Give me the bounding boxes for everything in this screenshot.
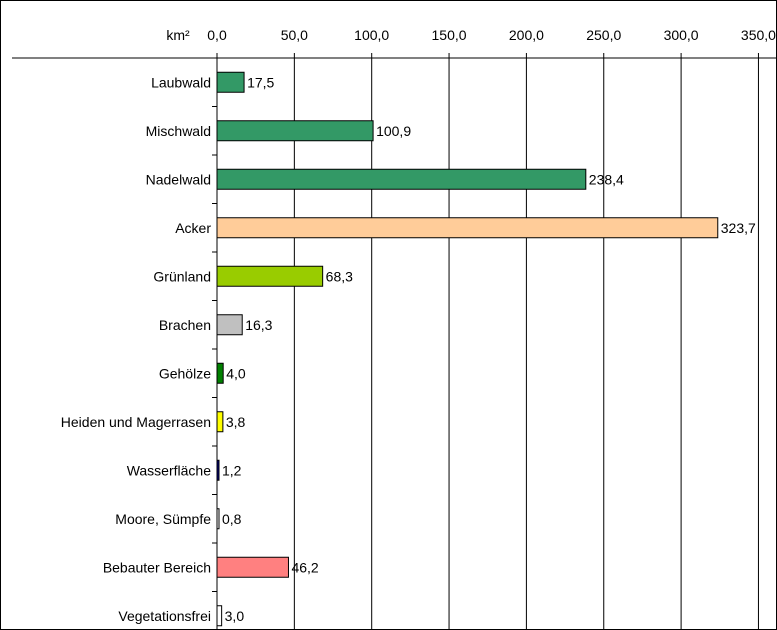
bar [216, 265, 324, 287]
category-labels: Laubwald Mischwald Nadelwald Acker Grünland B… [61, 74, 212, 624]
bar [216, 120, 374, 142]
bar [216, 556, 289, 578]
x-tick-label: 150,0 [432, 27, 467, 43]
x-tick-label: 0,0 [207, 27, 227, 43]
category-label: Acker [175, 220, 211, 236]
value-label: 16,3 [245, 317, 272, 333]
value-label: 238,4 [589, 171, 624, 187]
category-label: Brachen [159, 317, 211, 333]
value-labels: 17,5 100,9 238,4 323,7 68,3 16,3 4,0 3,8 1,2 0,8 4… [222, 74, 756, 624]
x-tick-labels: 0,0 50,0 100,0 150,0 200,0 250,0 300,0 350,0 [207, 27, 776, 43]
x-tick-label: 100,0 [354, 27, 389, 43]
category-label: Moore, Sümpfe [115, 511, 211, 527]
x-tick-label: 300,0 [664, 27, 699, 43]
value-label: 100,9 [376, 123, 411, 139]
bar [216, 168, 587, 190]
value-label: 68,3 [326, 268, 353, 284]
bar [216, 71, 245, 93]
category-label: Vegetationsfrei [118, 608, 211, 624]
bar [216, 362, 224, 384]
category-label: Mischwald [146, 123, 211, 139]
category-label: Nadelwald [146, 171, 211, 187]
bar [216, 217, 719, 239]
bars [216, 71, 719, 627]
x-tick-label: 50,0 [281, 27, 308, 43]
x-tick-label: 200,0 [509, 27, 544, 43]
grid-layer [212, 53, 759, 630]
value-label: 1,2 [222, 462, 242, 478]
bar [216, 459, 220, 481]
value-label: 0,8 [222, 511, 242, 527]
unit-label: km² [166, 27, 190, 43]
category-label: Gehölze [159, 365, 211, 381]
value-label: 323,7 [721, 220, 756, 236]
value-label: 17,5 [247, 74, 274, 90]
bar [216, 411, 224, 433]
x-tick-label: 250,0 [586, 27, 621, 43]
category-label: Bebauter Bereich [103, 559, 211, 575]
value-label: 3,8 [226, 414, 246, 430]
bar [216, 508, 220, 530]
category-label: Grünland [153, 268, 211, 284]
value-label: 4,0 [226, 365, 246, 381]
category-label: Heiden und Magerrasen [61, 414, 211, 430]
category-label: Wasserfläche [127, 462, 212, 478]
value-label: 46,2 [291, 559, 318, 575]
x-tick-label: 350,0 [741, 27, 776, 43]
category-label: Laubwald [151, 74, 211, 90]
bar [216, 314, 243, 336]
value-label: 3,0 [225, 608, 245, 624]
bar [216, 605, 223, 627]
